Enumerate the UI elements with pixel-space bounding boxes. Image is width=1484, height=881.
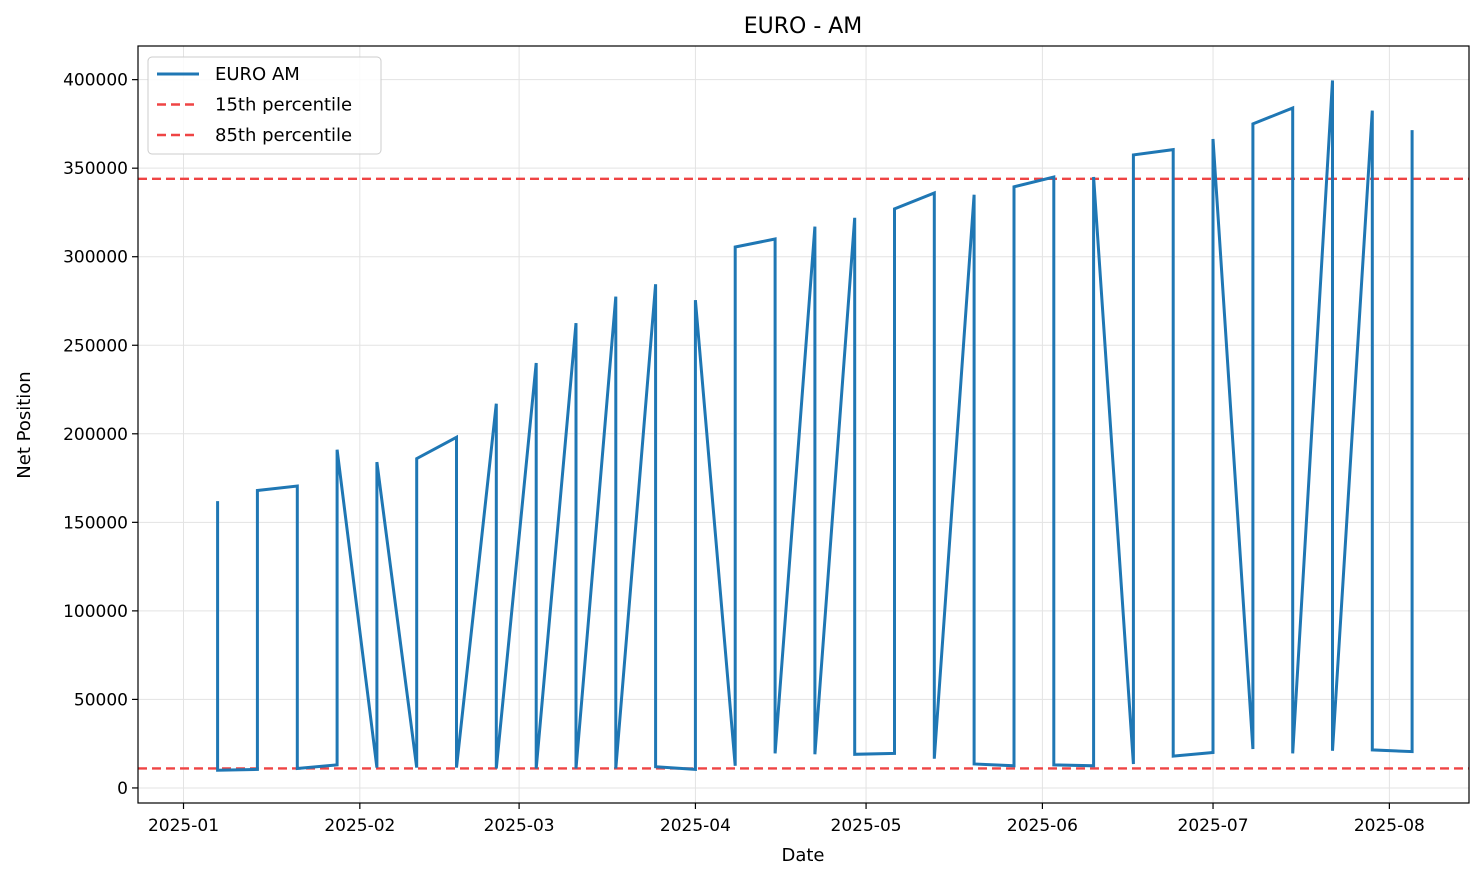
plot-frame <box>137 45 1470 804</box>
y-axis-title: Net Position <box>14 371 35 478</box>
x-axis: 2025-01 2025-02 2025-03 2025-04 2025-05 2025-… <box>148 803 1425 836</box>
y-tick-label: 0 <box>117 779 128 799</box>
legend-label: EURO AM <box>215 64 300 85</box>
grid <box>138 46 1469 803</box>
y-tick-label: 50000 <box>74 690 128 710</box>
y-tick-label: 200000 <box>63 425 128 445</box>
y-tick-label: 250000 <box>63 336 128 356</box>
x-axis-title: Date <box>781 845 824 866</box>
x-tick-label: 2025-04 <box>660 816 731 836</box>
legend-label: 85th percentile <box>215 125 352 146</box>
x-tick-label: 2025-03 <box>484 816 555 836</box>
y-axis: 0 50000 100000 150000 200000 250000 300000 3500… <box>63 71 138 799</box>
x-tick-label: 2025-07 <box>1178 816 1249 836</box>
legend-box <box>147 56 382 155</box>
chart-title: EURO - AM <box>744 14 863 39</box>
legend: EURO AM 15th percentile 85th percentile <box>147 56 382 155</box>
y-tick-label: 350000 <box>63 159 128 179</box>
y-tick-label: 300000 <box>63 248 128 268</box>
series-line-euro-am <box>216 80 1414 772</box>
y-tick-label: 100000 <box>63 602 128 622</box>
x-tick-label: 2025-08 <box>1354 816 1425 836</box>
x-tick-label: 2025-06 <box>1007 816 1078 836</box>
y-tick-label: 400000 <box>63 71 128 91</box>
percentile-lines <box>138 177 1469 770</box>
legend-label: 15th percentile <box>215 95 352 116</box>
y-tick-label: 150000 <box>63 513 128 533</box>
series-group <box>216 80 1414 772</box>
x-tick-label: 2025-05 <box>831 816 902 836</box>
x-tick-label: 2025-02 <box>324 816 395 836</box>
x-tick-label: 2025-01 <box>148 816 219 836</box>
